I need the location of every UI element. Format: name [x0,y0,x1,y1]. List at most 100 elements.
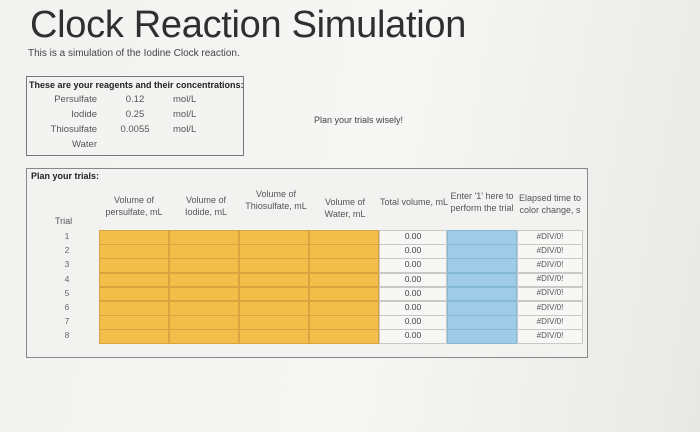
header-persulfate: Volume of persulfate, mL [105,195,163,217]
thiosulfate-volume-cell[interactable] [239,329,309,345]
water-volume-cell[interactable] [309,244,379,259]
thiosulfate-volume-cell[interactable] [239,272,309,288]
reagent-unit: mol/L [173,124,197,135]
trial-number: 2 [64,245,70,256]
persulfate-volume-cell[interactable] [99,272,169,288]
elapsed-time-value: #DIV/0! [536,302,564,312]
iodide-volume-cell[interactable] [169,286,239,302]
enter-trial-cell[interactable] [447,244,517,259]
reagent-header: These are your reagents and their concen… [29,80,244,90]
total-volume-value: 0.00 [404,302,422,312]
reagent-name: Iodide [71,109,97,120]
elapsed-time-value: #DIV/0! [536,316,564,326]
header-total: Total volume, mL [379,197,449,207]
elapsed-time-value: #DIV/0! [536,330,564,340]
total-volume-value: 0.00 [404,259,422,270]
elapsed-time-cell [517,258,583,274]
total-volume-value: 0.00 [404,287,422,298]
reagent-box: These are your reagents and their concen… [26,76,244,156]
reagent-unit: mol/L [173,109,197,120]
elapsed-time-cell [517,272,583,288]
header-iodide: Volume of Iodide, mL [184,195,228,217]
iodide-volume-cell[interactable] [169,230,239,245]
iodide-volume-cell[interactable] [169,272,239,288]
total-volume-value: 0.00 [404,245,422,256]
iodide-volume-cell[interactable] [169,301,239,316]
enter-trial-cell[interactable] [447,329,517,345]
water-volume-cell[interactable] [309,329,379,345]
thiosulfate-volume-cell[interactable] [239,315,309,330]
water-volume-cell[interactable] [309,272,379,288]
persulfate-volume-cell[interactable] [99,286,169,302]
water-volume-cell[interactable] [309,230,379,245]
reagent-concentration: 0.25 [125,109,145,120]
thiosulfate-volume-cell[interactable] [239,258,309,274]
elapsed-time-value: #DIV/0! [536,274,564,284]
header-enter: Enter '1' here to perform the trial [450,191,514,213]
trials-panel: Plan your trials: Volume of persulfate, … [26,168,588,358]
water-volume-cell[interactable] [309,286,379,302]
persulfate-volume-cell[interactable] [99,258,169,274]
enter-trial-cell[interactable] [447,286,517,302]
elapsed-time-cell [517,329,583,345]
reagent-row-iodide: Iodide 0.25 mol/L [27,109,243,123]
header-water: Volume of Water, mL [324,197,366,219]
trial-number: 3 [64,259,70,270]
reagent-name: Water [72,139,97,150]
iodide-volume-cell[interactable] [169,244,239,259]
thiosulfate-volume-cell[interactable] [239,230,309,245]
reagent-name: Thiosulfate [50,124,97,135]
iodide-volume-cell[interactable] [169,315,239,330]
reagent-name: Persulfate [54,94,97,105]
total-volume-cell [379,286,447,302]
persulfate-volume-cell[interactable] [99,315,169,330]
reagent-unit: mol/L [173,94,197,105]
trial-number: 7 [64,316,70,327]
persulfate-volume-cell[interactable] [99,329,169,345]
elapsed-time-cell [517,315,583,330]
enter-trial-cell[interactable] [447,272,517,288]
enter-trial-cell[interactable] [447,258,517,274]
page-subtitle: This is a simulation of the Iodine Clock… [28,48,240,59]
elapsed-time-value: #DIV/0! [536,245,564,255]
trial-number: 5 [64,287,70,298]
elapsed-time-value: #DIV/0! [536,288,564,298]
page-title: Clock Reaction Simulation [30,4,467,46]
elapsed-time-cell [517,286,583,302]
iodide-volume-cell[interactable] [169,258,239,274]
water-volume-cell[interactable] [309,315,379,330]
trial-header: Trial [55,216,73,226]
water-volume-cell[interactable] [309,301,379,316]
thiosulfate-volume-cell[interactable] [239,244,309,259]
enter-trial-cell[interactable] [447,230,517,245]
reagent-row-thiosulfate: Thiosulfate 0.0055 mol/L [27,124,243,138]
trials-label: Plan your trials: [31,171,100,181]
elapsed-time-cell [517,244,583,259]
header-elapsed: Elapsed time to color change, s [518,193,582,215]
total-volume-value: 0.00 [404,330,422,341]
iodide-volume-cell[interactable] [169,329,239,345]
total-volume-cell [379,329,447,345]
reagent-row-water: Water [27,139,243,153]
reagent-row-persulfate: Persulfate 0.12 mol/L [27,94,243,108]
total-volume-cell [379,315,447,330]
water-volume-cell[interactable] [309,258,379,274]
persulfate-volume-cell[interactable] [99,301,169,316]
total-volume-value: 0.00 [404,316,422,327]
thiosulfate-volume-cell[interactable] [239,301,309,316]
enter-trial-cell[interactable] [447,301,517,316]
trial-number: 1 [64,231,70,241]
total-volume-cell [379,272,447,288]
total-volume-value: 0.00 [404,231,422,241]
enter-trial-cell[interactable] [447,315,517,330]
persulfate-volume-cell[interactable] [99,244,169,259]
trial-number: 4 [64,273,70,284]
persulfate-volume-cell[interactable] [99,230,169,245]
reagent-concentration: 0.12 [125,94,145,105]
elapsed-time-value: #DIV/0! [536,231,564,241]
thiosulfate-volume-cell[interactable] [239,286,309,302]
plan-note: Plan your trials wisely! [314,115,404,125]
total-volume-cell [379,258,447,274]
header-thiosulfate: Volume of Thiosulfate, mL [245,189,307,211]
